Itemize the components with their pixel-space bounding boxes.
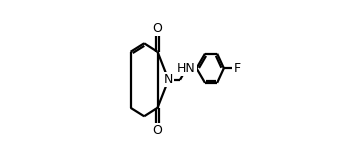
- Text: F: F: [233, 62, 240, 75]
- Text: HN: HN: [177, 62, 195, 75]
- Text: N: N: [164, 73, 173, 86]
- Text: O: O: [153, 22, 163, 35]
- Text: O: O: [153, 124, 163, 137]
